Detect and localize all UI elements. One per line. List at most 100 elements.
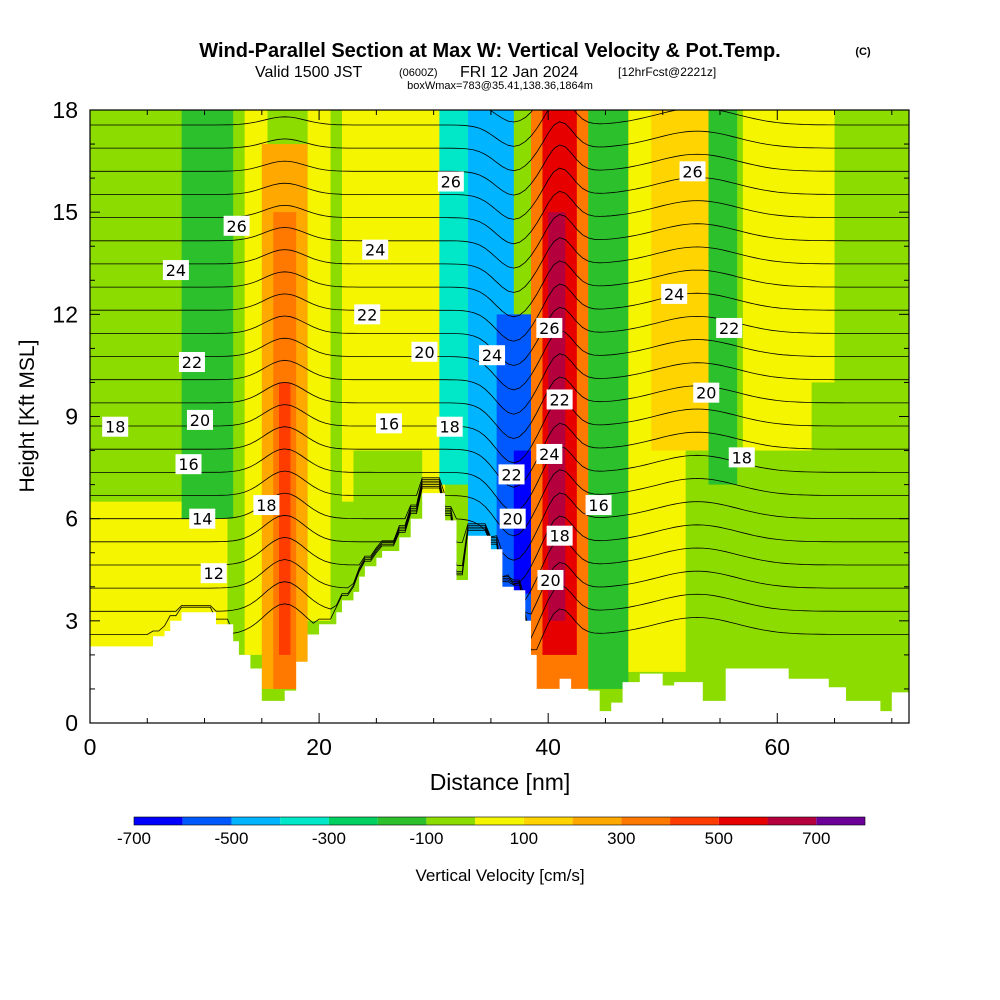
- contour-label: 20: [537, 570, 563, 590]
- contour-label-text: 24: [539, 445, 559, 464]
- contour-label: 20: [411, 342, 437, 362]
- colorbar-swatch: [524, 817, 573, 825]
- subtitle-date: FRI 12 Jan 2024: [460, 64, 578, 81]
- colorbar-tick-label: -500: [214, 829, 248, 848]
- velocity-band-16: [548, 212, 565, 621]
- contour-label: 18: [437, 417, 463, 437]
- contour-label-text: 24: [365, 241, 385, 260]
- contour-label-text: 18: [439, 418, 459, 437]
- x-tick-label: 60: [764, 734, 790, 760]
- contour-label-text: 20: [696, 384, 716, 403]
- colorbar-swatch: [134, 817, 183, 825]
- chart-canvas: Wind-Parallel Section at Max W: Vertical…: [0, 0, 1000, 1000]
- y-tick-label: 0: [65, 710, 78, 736]
- contour-label-text: 26: [682, 162, 702, 181]
- contour-label: 14: [189, 509, 215, 529]
- contour-label-text: 26: [226, 217, 246, 236]
- contour-label-text: 16: [178, 455, 198, 474]
- contour-label-text: 22: [182, 353, 202, 372]
- subtitle-box: boxWmax=783@35.41,138.36,1864m: [407, 80, 593, 92]
- y-tick-label: 3: [65, 608, 78, 634]
- contour-label-text: 20: [190, 411, 210, 430]
- contour-label: 26: [438, 172, 464, 192]
- contour-label: 20: [693, 383, 719, 403]
- x-tick-label: 40: [535, 734, 561, 760]
- contour-label-text: 14: [192, 510, 212, 529]
- colorbar-label: Vertical Velocity [cm/s]: [415, 866, 584, 885]
- contour-label: 24: [479, 345, 505, 365]
- colorbar-swatch: [280, 817, 329, 825]
- colorbar-tick-label: 300: [607, 829, 635, 848]
- colorbar-swatch: [621, 817, 670, 825]
- velocity-band-6: [279, 382, 290, 654]
- contour-label-text: 16: [588, 496, 608, 515]
- contour-label: 16: [176, 454, 202, 474]
- contour-label: 16: [376, 413, 402, 433]
- contour-label: 24: [661, 284, 687, 304]
- contour-label: 26: [680, 161, 706, 181]
- subtitle-zulu: (0600Z): [399, 67, 438, 79]
- colorbar-swatch: [183, 817, 232, 825]
- contour-label: 26: [224, 216, 250, 236]
- velocity-band-22: [812, 382, 909, 689]
- contour-label: 24: [362, 240, 388, 260]
- contour-label: 20: [187, 410, 213, 430]
- contour-label: 18: [547, 526, 573, 546]
- contour-label-text: 18: [549, 527, 569, 546]
- contour-label-text: 22: [719, 319, 739, 338]
- contour-label-text: 22: [501, 465, 521, 484]
- contour-label: 22: [716, 318, 742, 338]
- subtitle-forecast: [12hrFcst@2221z]: [618, 65, 716, 79]
- velocity-band-20: [709, 110, 738, 485]
- subtitle-valid: Valid 1500 JST: [255, 64, 363, 81]
- colorbar-swatch: [768, 817, 817, 825]
- colorbar-swatch: [670, 817, 719, 825]
- colorbar-swatch: [426, 817, 475, 825]
- colorbar-tick-label: 500: [705, 829, 733, 848]
- contour-label: 18: [253, 495, 279, 515]
- contour-label-text: 20: [502, 510, 522, 529]
- contour-label-text: 16: [379, 414, 399, 433]
- contour-label-text: 22: [549, 390, 569, 409]
- x-tick-label: 20: [306, 734, 332, 760]
- velocity-band-7: [308, 110, 331, 621]
- x-axis-label: Distance [nm]: [430, 769, 571, 795]
- colorbar-swatch: [329, 817, 378, 825]
- colorbar-swatch: [816, 817, 865, 825]
- contour-label: 24: [163, 260, 189, 280]
- colorbar-swatch: [475, 817, 524, 825]
- contour-label-text: 18: [105, 418, 125, 437]
- contour-label: 22: [547, 389, 573, 409]
- y-axis-label: Height [Kft MSL]: [16, 340, 39, 493]
- contour-label-text: 24: [482, 346, 502, 365]
- contour-label-text: 20: [540, 571, 560, 590]
- y-tick-label: 12: [52, 301, 78, 327]
- x-tick-label: 0: [84, 734, 97, 760]
- contour-label-text: 24: [664, 285, 684, 304]
- contour-label-text: 22: [357, 305, 377, 324]
- colorbar-swatch: [378, 817, 427, 825]
- y-tick-label: 15: [52, 199, 78, 225]
- colorbar-tick-label: 100: [510, 829, 538, 848]
- contour-label: 22: [499, 464, 525, 484]
- contour-label: 12: [201, 563, 227, 583]
- title-copyright-mark: (C): [855, 46, 871, 58]
- y-tick-label: 18: [52, 97, 78, 123]
- contour-label: 26: [536, 318, 562, 338]
- colorbar: -700 -500 -300 -100 100 300 500 700: [117, 817, 865, 848]
- contour-label-text: 26: [539, 319, 559, 338]
- colorbar-tick-label: -300: [312, 829, 346, 848]
- contour-label: 22: [179, 352, 205, 372]
- colorbar-tick-label: -700: [117, 829, 151, 848]
- contour-label-text: 26: [441, 173, 461, 192]
- colorbar-tick-label: 700: [802, 829, 830, 848]
- y-tick-label: 6: [65, 506, 78, 532]
- contour-label: 16: [586, 495, 612, 515]
- contour-label: 18: [729, 447, 755, 467]
- colorbar-tick-label: -100: [409, 829, 443, 848]
- contour-label: 18: [102, 417, 128, 437]
- contour-label-text: 20: [414, 343, 434, 362]
- contour-label-text: 18: [732, 448, 752, 467]
- contour-label-text: 12: [204, 564, 224, 583]
- contour-label-text: 18: [256, 496, 276, 515]
